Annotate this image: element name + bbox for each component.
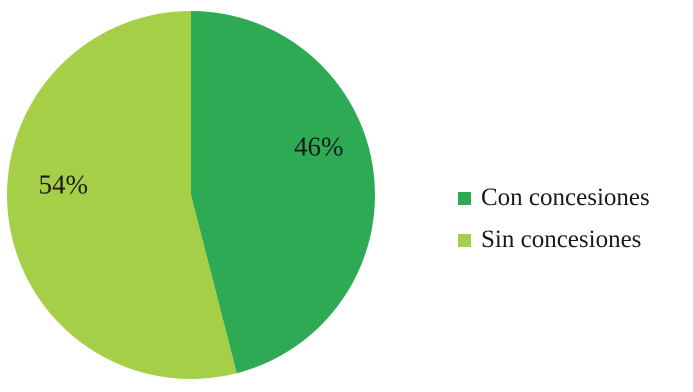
legend-item-con-concesiones: Con concesiones bbox=[458, 180, 690, 216]
legend-label-con-concesiones: Con concesiones bbox=[481, 184, 650, 211]
data-label-con-concesiones: 46% bbox=[294, 132, 344, 162]
pie-slice-sin-concesiones bbox=[7, 11, 237, 379]
legend-swatch-con-concesiones bbox=[458, 191, 471, 205]
pie-data-labels: 46% 54% bbox=[38, 132, 343, 200]
legend-swatch-sin-concesiones bbox=[458, 233, 471, 247]
legend-item-sin-concesiones: Sin concesiones bbox=[458, 222, 690, 258]
legend: Con concesiones Sin concesiones bbox=[458, 180, 690, 264]
legend-label-sin-concesiones: Sin concesiones bbox=[481, 226, 642, 253]
pie-slices bbox=[7, 11, 376, 379]
pie-slice-con-concesiones bbox=[191, 11, 376, 374]
data-label-sin-concesiones: 54% bbox=[38, 169, 88, 199]
